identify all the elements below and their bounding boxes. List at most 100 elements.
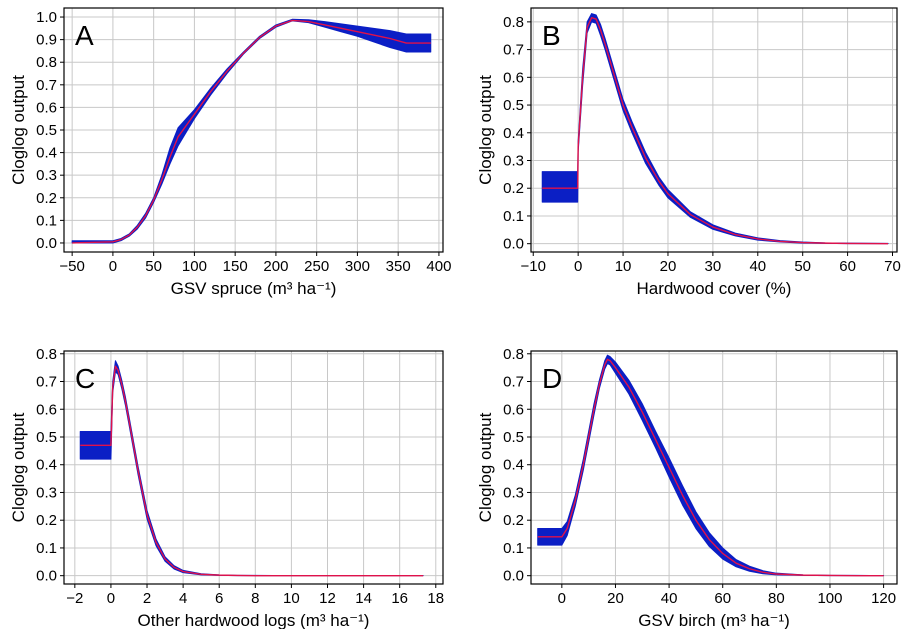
y-tick-label: 0.6: [36, 401, 57, 418]
y-tick-label: 0.7: [36, 77, 57, 94]
x-tick-label: 100: [817, 590, 842, 607]
x-tick-label: 50: [145, 258, 162, 275]
x-tick-label: 350: [386, 258, 411, 275]
y-tick-label: 0.8: [503, 346, 524, 363]
axes-frame: [530, 7, 898, 253]
x-axis-title: GSV spruce (m³ ha⁻¹): [171, 279, 337, 298]
y-tick-label: 0.0: [503, 568, 524, 585]
x-tick-label: 40: [661, 590, 678, 607]
x-tick-label: 0: [109, 258, 117, 275]
x-tick-label: −10: [521, 258, 546, 275]
panel-letter: B: [542, 20, 561, 51]
x-tick-label: 10: [615, 258, 632, 275]
y-tick-label: 0.2: [36, 190, 57, 207]
y-tick-label: 0.8: [36, 346, 57, 363]
panel-letter: D: [542, 363, 562, 394]
x-tick-label: 18: [427, 590, 444, 607]
y-tick-label: 0.5: [36, 429, 57, 446]
y-axis-title: Cloglog output: [476, 412, 495, 522]
confidence-band: [79, 360, 424, 577]
y-tick-label: 0.1: [503, 540, 524, 557]
x-tick-label: 60: [839, 258, 856, 275]
x-tick-label: 16: [391, 590, 408, 607]
y-tick-label: 0.1: [503, 208, 524, 225]
y-tick-label: 0.5: [503, 97, 524, 114]
x-tick-label: 50: [794, 258, 811, 275]
y-tick-label: 0.3: [503, 484, 524, 501]
x-tick-label: 0: [574, 258, 582, 275]
y-tick-label: 0.6: [503, 401, 524, 418]
panel-letter: C: [75, 363, 95, 394]
y-tick-label: 0.4: [503, 457, 524, 474]
x-tick-label: 60: [714, 590, 731, 607]
y-tick-label: 0.4: [36, 457, 57, 474]
x-tick-label: 40: [749, 258, 766, 275]
y-tick-label: 0.8: [36, 54, 57, 71]
x-axis-title: Hardwood cover (%): [637, 279, 792, 298]
y-axis-title: Cloglog output: [9, 75, 28, 185]
x-tick-label: 14: [355, 590, 372, 607]
x-axis-title: Other hardwood logs (m³ ha⁻¹): [138, 611, 370, 629]
y-tick-label: 0.3: [503, 153, 524, 170]
y-axis-title: Cloglog output: [476, 75, 495, 185]
axes-frame: [63, 350, 444, 585]
y-tick-label: 0.7: [503, 42, 524, 59]
y-tick-label: 0.5: [36, 122, 57, 139]
x-tick-label: 4: [179, 590, 187, 607]
y-tick-label: 0.2: [36, 512, 57, 529]
confidence-band: [537, 354, 885, 577]
x-tick-label: 150: [223, 258, 248, 275]
x-tick-label: 0: [558, 590, 566, 607]
x-tick-label: 250: [304, 258, 329, 275]
x-tick-label: 80: [768, 590, 785, 607]
y-tick-label: 0.0: [36, 568, 57, 585]
panel-d: 0 20 40 60 80 100 120 0.0 0.1 0.2 0.3 0.4 0.5 0.6 0.7 0…: [476, 346, 898, 629]
y-tick-label: 0.4: [503, 125, 524, 142]
mean-response-line: [72, 19, 431, 244]
panel-a: −50 0 50 100 150 200 250 300 350 400 0.0 0.1 0.2 0.3 0…: [9, 7, 451, 298]
x-axis-title: GSV birch (m³ ha⁻¹): [638, 611, 790, 629]
x-tick-label: 0: [107, 590, 115, 607]
x-tick-label: 400: [426, 258, 451, 275]
y-tick-label: 0.2: [503, 512, 524, 529]
x-tick-label: 300: [345, 258, 370, 275]
panel-c: −2 0 2 4 6 8 10 12 14 16 18 0.0 0.1 0.2 0.3 0.4 0.5 0.6 0.…: [9, 346, 444, 629]
y-tick-label: 0.0: [36, 235, 57, 252]
mean-response-line: [537, 358, 884, 577]
x-tick-label: 2: [143, 590, 151, 607]
y-tick-label: 0.1: [36, 212, 57, 229]
y-tick-label: 0.9: [36, 32, 57, 49]
x-tick-label: −2: [66, 590, 83, 607]
x-tick-label: 70: [884, 258, 901, 275]
y-tick-label: 0.6: [36, 99, 57, 116]
x-tick-label: 6: [215, 590, 223, 607]
y-tick-label: 0.3: [36, 484, 57, 501]
y-tick-label: 0.1: [36, 540, 57, 557]
y-tick-label: 0.4: [36, 145, 57, 162]
y-tick-label: 0.8: [503, 14, 524, 31]
panel-letter: A: [75, 20, 94, 51]
y-tick-label: 0.6: [503, 69, 524, 86]
y-tick-label: 0.7: [503, 374, 524, 391]
x-tick-label: 120: [871, 590, 896, 607]
mean-response-line: [542, 17, 889, 245]
y-tick-label: 0.3: [36, 167, 57, 184]
x-tick-label: 100: [182, 258, 207, 275]
y-axis-title: Cloglog output: [9, 412, 28, 522]
y-tick-label: 0.5: [503, 429, 524, 446]
x-tick-label: 30: [705, 258, 722, 275]
confidence-band: [71, 18, 432, 244]
x-tick-label: 8: [251, 590, 259, 607]
axes-frame: [530, 350, 898, 585]
x-tick-label: −50: [59, 258, 84, 275]
y-tick-label: 0.0: [503, 236, 524, 253]
panel-b: −10 0 10 20 30 40 50 60 70 0.0 0.1 0.2 0.3 0.4 0.5 0.6 0…: [476, 7, 901, 298]
mean-response-line: [80, 365, 424, 577]
y-tick-label: 0.7: [36, 374, 57, 391]
y-tick-label: 1.0: [36, 9, 57, 26]
confidence-band: [541, 13, 889, 245]
x-tick-label: 10: [283, 590, 300, 607]
y-tick-label: 0.2: [503, 180, 524, 197]
x-tick-label: 20: [607, 590, 624, 607]
